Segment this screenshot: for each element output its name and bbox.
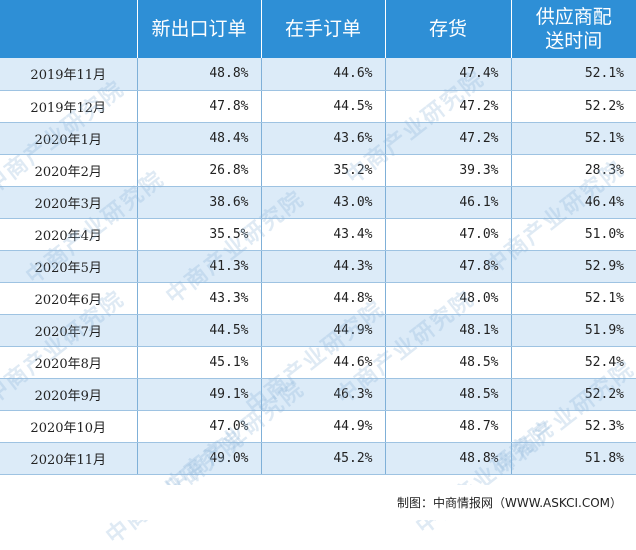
table-row: 2020年4月 35.5% 43.4% 47.0% 51.0% [0,218,636,251]
cell-supplier-delivery-time: 52.1% [511,122,636,155]
cell-month: 2019年12月 [0,90,138,123]
table-row: 2020年7月 44.5% 44.9% 48.1% 51.9% [0,314,636,347]
cell-inventory: 48.5% [385,346,512,379]
cell-inventory: 48.7% [385,410,512,443]
cell-backlog-orders: 44.5% [261,90,386,123]
header-new-export-orders: 新出口订单 [137,0,262,58]
cell-supplier-delivery-time: 52.1% [511,282,636,315]
header-row: 新出口订单 在手订单 存货 供应商配送时间 [0,0,636,58]
cell-backlog-orders: 44.6% [261,58,386,91]
cell-new-export-orders: 48.4% [137,122,262,155]
cell-new-export-orders: 49.0% [137,442,262,475]
cell-new-export-orders: 47.0% [137,410,262,443]
cell-new-export-orders: 47.8% [137,90,262,123]
cell-inventory: 46.1% [385,186,512,219]
cell-supplier-delivery-time: 51.9% [511,314,636,347]
header-corner [0,0,138,58]
cell-month: 2020年9月 [0,378,138,411]
cell-backlog-orders: 44.3% [261,250,386,283]
cell-month: 2020年2月 [0,154,138,187]
cell-month: 2020年8月 [0,346,138,379]
cell-supplier-delivery-time: 46.4% [511,186,636,219]
cell-month: 2019年11月 [0,58,138,91]
cell-new-export-orders: 48.8% [137,58,262,91]
cell-new-export-orders: 44.5% [137,314,262,347]
cell-backlog-orders: 44.9% [261,410,386,443]
cell-new-export-orders: 26.8% [137,154,262,187]
table-row: 2019年12月 47.8% 44.5% 47.2% 52.2% [0,90,636,123]
data-table: 新出口订单 在手订单 存货 供应商配送时间 2019年11月 48.8% 44.6%… [0,0,636,475]
cell-backlog-orders: 46.3% [261,378,386,411]
cell-supplier-delivery-time: 52.3% [511,410,636,443]
cell-inventory: 48.5% [385,378,512,411]
cell-inventory: 48.8% [385,442,512,475]
cell-month: 2020年6月 [0,282,138,315]
source-note: 制图：中商情报网（WWW.ASKCI.COM） [397,496,622,510]
cell-supplier-delivery-time: 52.2% [511,90,636,123]
cell-inventory: 47.4% [385,58,512,91]
header-backlog-orders: 在手订单 [261,0,386,58]
cell-inventory: 47.2% [385,122,512,155]
cell-supplier-delivery-time: 52.2% [511,378,636,411]
cell-supplier-delivery-time: 51.0% [511,218,636,251]
cell-month: 2020年10月 [0,410,138,443]
cell-backlog-orders: 43.6% [261,122,386,155]
cell-backlog-orders: 43.4% [261,218,386,251]
cell-inventory: 48.0% [385,282,512,315]
cell-inventory: 47.2% [385,90,512,123]
cell-new-export-orders: 49.1% [137,378,262,411]
cell-supplier-delivery-time: 28.3% [511,154,636,187]
cell-backlog-orders: 43.0% [261,186,386,219]
cell-month: 2020年1月 [0,122,138,155]
cell-month: 2020年7月 [0,314,138,347]
table-row: 2020年3月 38.6% 43.0% 46.1% 46.4% [0,186,636,219]
cell-month: 2020年3月 [0,186,138,219]
cell-backlog-orders: 44.6% [261,346,386,379]
cell-supplier-delivery-time: 51.8% [511,442,636,475]
cell-new-export-orders: 45.1% [137,346,262,379]
cell-new-export-orders: 38.6% [137,186,262,219]
table-row: 2020年2月 26.8% 35.2% 39.3% 28.3% [0,154,636,187]
cell-inventory: 48.1% [385,314,512,347]
cell-supplier-delivery-time: 52.1% [511,58,636,91]
header-supplier-delivery-time-text: 供应商配送时间 [535,6,612,52]
footer-band [0,485,636,520]
cell-backlog-orders: 35.2% [261,154,386,187]
table-row: 2020年10月 47.0% 44.9% 48.7% 52.3% [0,410,636,443]
table-row: 2020年5月 41.3% 44.3% 47.8% 52.9% [0,250,636,283]
cell-new-export-orders: 35.5% [137,218,262,251]
cell-inventory: 47.8% [385,250,512,283]
header-supplier-delivery-time: 供应商配送时间 [511,0,636,58]
cell-inventory: 39.3% [385,154,512,187]
data-table-container: 新出口订单 在手订单 存货 供应商配送时间 2019年11月 48.8% 44.6%… [0,0,636,475]
table-row: 2020年1月 48.4% 43.6% 47.2% 52.1% [0,122,636,155]
cell-supplier-delivery-time: 52.9% [511,250,636,283]
table-body: 2019年11月 48.8% 44.6% 47.4% 52.1% 2019年12月 47.8… [0,58,636,475]
cell-month: 2020年5月 [0,250,138,283]
cell-new-export-orders: 43.3% [137,282,262,315]
cell-month: 2020年11月 [0,442,138,475]
cell-month: 2020年4月 [0,218,138,251]
header-inventory: 存货 [385,0,512,58]
cell-inventory: 47.0% [385,218,512,251]
cell-backlog-orders: 44.9% [261,314,386,347]
cell-new-export-orders: 41.3% [137,250,262,283]
table-header: 新出口订单 在手订单 存货 供应商配送时间 [0,0,636,58]
cell-backlog-orders: 44.8% [261,282,386,315]
table-row: 2020年11月 49.0% 45.2% 48.8% 51.8% [0,442,636,475]
cell-supplier-delivery-time: 52.4% [511,346,636,379]
table-row: 2020年6月 43.3% 44.8% 48.0% 52.1% [0,282,636,315]
table-row: 2020年8月 45.1% 44.6% 48.5% 52.4% [0,346,636,379]
table-row: 2019年11月 48.8% 44.6% 47.4% 52.1% [0,58,636,91]
table-row: 2020年9月 49.1% 46.3% 48.5% 52.2% [0,378,636,411]
cell-backlog-orders: 45.2% [261,442,386,475]
